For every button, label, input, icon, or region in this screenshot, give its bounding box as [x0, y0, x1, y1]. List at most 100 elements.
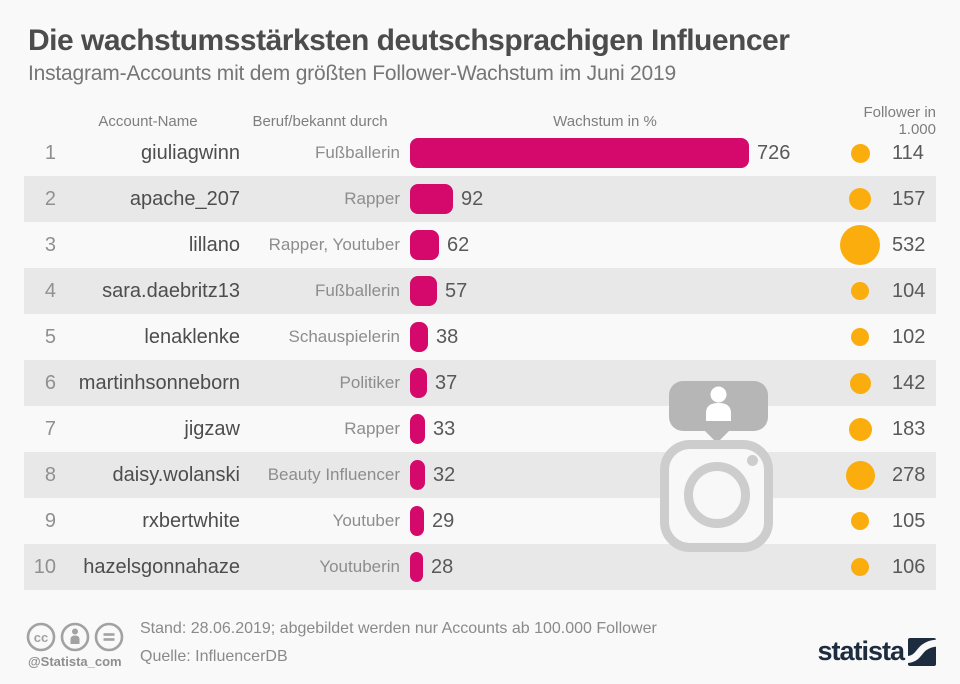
growth-bar	[410, 506, 424, 536]
profession-label: Beauty Influencer	[267, 465, 400, 484]
profession-label: Youtuberin	[319, 557, 400, 576]
followers-dot	[849, 372, 871, 394]
account-name: jigzaw	[184, 417, 240, 440]
account-name: martinhsonneborn	[78, 371, 240, 394]
profession-label: Schauspielerin	[288, 327, 400, 346]
followers-dot-cell	[836, 225, 884, 265]
growth-bar-cell: 28	[400, 552, 836, 582]
followers-dot-cell	[836, 372, 884, 394]
followers-value: 106	[892, 555, 926, 578]
cc-icon: cc	[26, 622, 56, 652]
table-header: Account-Name Beruf/bekannt durch Wachstu…	[24, 104, 936, 138]
table-row: 3 lillano Rapper, Youtuber 62 532	[24, 222, 936, 268]
bubble-tail	[704, 430, 730, 443]
growth-bar	[410, 138, 749, 168]
footnote-source: Quelle: InfluencerDB	[140, 648, 288, 665]
followers-dot	[845, 460, 875, 490]
growth-value: 33	[433, 417, 456, 440]
followers-value: 157	[892, 187, 926, 210]
followers-dot-cell	[836, 143, 884, 163]
followers-dot-cell	[836, 460, 884, 490]
statista-handle: @Statista_com	[28, 654, 122, 669]
table-body: 1 giuliagwinn Fußballerin 726 114 2 apac…	[24, 130, 936, 590]
followers-dot-cell	[836, 328, 884, 346]
table-row: 4 sara.daebritz13 Fußballerin 57 104	[24, 268, 936, 314]
rank-label: 7	[44, 417, 56, 440]
followers-value: 105	[892, 509, 926, 532]
rank-label: 8	[44, 463, 56, 486]
growth-value: 37	[435, 371, 458, 394]
page-subtitle: Instagram-Accounts mit dem größten Follo…	[28, 62, 676, 85]
followers-dot	[851, 558, 869, 576]
followers-dot-cell	[836, 282, 884, 300]
growth-bar	[410, 276, 437, 306]
followers-value: 104	[892, 279, 926, 302]
growth-bar-cell: 62	[400, 230, 836, 260]
account-name: rxbertwhite	[142, 509, 240, 532]
growth-value: 726	[757, 141, 791, 164]
account-name: daisy.wolanski	[112, 463, 240, 486]
table-row: 6 martinhsonneborn Politiker 37 142	[24, 360, 936, 406]
growth-bar	[410, 368, 427, 398]
profession-label: Fußballerin	[314, 281, 400, 300]
followers-value: 532	[892, 233, 926, 256]
followers-dot-cell	[836, 188, 884, 210]
growth-bar	[410, 322, 428, 352]
followers-dot	[840, 225, 880, 265]
profession-label: Youtuber	[332, 511, 400, 530]
followers-dot	[851, 328, 869, 346]
rank-label: 2	[44, 187, 56, 210]
table-row: 5 lenaklenke Schauspielerin 38 102	[24, 314, 936, 360]
profession-label: Rapper	[344, 419, 400, 438]
growth-bar	[410, 230, 439, 260]
table-row: 7 jigzaw Rapper 33 183	[24, 406, 936, 452]
rank-label: 1	[44, 141, 56, 164]
followers-dot-cell	[836, 417, 884, 441]
growth-value: 38	[436, 325, 459, 348]
rank-label: 5	[44, 325, 56, 348]
growth-bar-cell: 726	[400, 138, 836, 168]
growth-bar-cell: 29	[400, 506, 836, 536]
page-title: Die wachstumsstärksten deutschsprachigen…	[28, 24, 790, 57]
growth-bar-cell: 33	[400, 414, 836, 444]
column-header-account: Account-Name	[98, 112, 198, 130]
growth-bar	[410, 184, 453, 214]
account-name: lenaklenke	[144, 325, 240, 348]
cc-nd-icon	[94, 622, 124, 652]
column-header-followers: Follower in 1.000	[863, 104, 936, 138]
table-row: 1 giuliagwinn Fußballerin 726 114	[24, 130, 936, 176]
table-row: 8 daisy.wolanski Beauty Influencer 32 27…	[24, 452, 936, 498]
growth-value: 29	[432, 509, 455, 532]
account-name: giuliagwinn	[141, 141, 240, 164]
followers-dot	[849, 188, 871, 210]
followers-value: 102	[892, 325, 926, 348]
followers-value: 114	[892, 141, 924, 164]
account-name: lillano	[188, 233, 240, 256]
growth-value: 28	[431, 555, 454, 578]
growth-bar-cell: 32	[400, 460, 836, 490]
account-name: hazelsgonnahaze	[83, 555, 240, 578]
growth-bar	[410, 414, 425, 444]
cc-license-icons: cc	[26, 622, 124, 652]
rank-label: 4	[44, 279, 56, 302]
table-row: 10 hazelsgonnahaze Youtuberin 28 106	[24, 544, 936, 590]
followers-dot	[850, 143, 870, 163]
growth-value: 62	[447, 233, 470, 256]
table-row: 9 rxbertwhite Youtuber 29 105	[24, 498, 936, 544]
rank-label: 9	[44, 509, 56, 532]
followers-dot	[851, 282, 869, 300]
profession-label: Rapper, Youtuber	[268, 235, 400, 254]
account-name: apache_207	[129, 187, 240, 210]
camera-lens-icon	[684, 462, 750, 528]
growth-bar	[410, 460, 425, 490]
followers-dot	[848, 417, 872, 441]
rank-label: 10	[33, 555, 56, 578]
cc-by-icon	[60, 622, 90, 652]
growth-bar-cell: 37	[400, 368, 836, 398]
growth-bar-cell: 92	[400, 184, 836, 214]
column-header-profession: Beruf/bekannt durch	[252, 112, 388, 130]
growth-value: 32	[433, 463, 456, 486]
statista-logo-text: statista	[817, 636, 905, 666]
growth-value: 57	[445, 279, 468, 302]
